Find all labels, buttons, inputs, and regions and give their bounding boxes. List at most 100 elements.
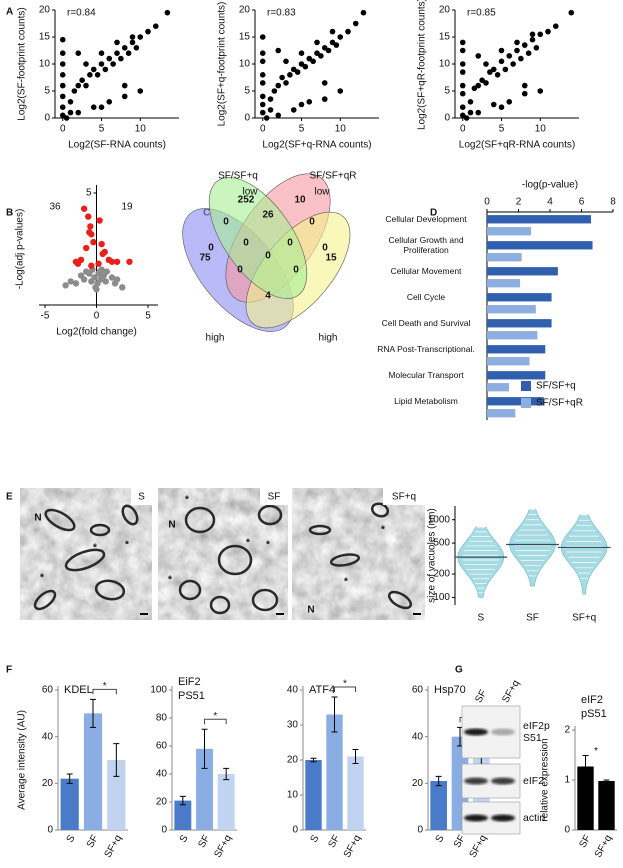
x-tick-label: 0 bbox=[60, 124, 66, 135]
point bbox=[475, 82, 482, 89]
point bbox=[287, 72, 293, 78]
point bbox=[59, 82, 66, 89]
x-tick-label: SF+q bbox=[593, 833, 615, 859]
y-tick-label: 60 bbox=[42, 685, 54, 696]
chart-title: EiF2 PS51 bbox=[178, 676, 205, 702]
significance-bracket bbox=[204, 718, 227, 725]
panel-label: D bbox=[430, 208, 437, 219]
organelle bbox=[33, 589, 57, 611]
x-tick-label: S bbox=[309, 833, 322, 845]
significance-label: * bbox=[213, 711, 217, 722]
region-count: 26 bbox=[262, 210, 274, 221]
x-tick-label: 0 bbox=[484, 197, 490, 208]
point bbox=[59, 61, 66, 67]
point bbox=[283, 58, 289, 65]
point bbox=[490, 101, 497, 108]
panel-label: B bbox=[6, 208, 13, 219]
point bbox=[467, 99, 474, 105]
y-tick-label: 10 bbox=[239, 59, 251, 70]
point bbox=[506, 99, 513, 105]
micrograph bbox=[20, 488, 152, 620]
point bbox=[483, 61, 489, 67]
x-tick-label: 5 bbox=[499, 124, 505, 135]
point bbox=[283, 80, 289, 86]
lane-label: SF+q bbox=[500, 678, 522, 704]
point bbox=[537, 31, 544, 38]
point bbox=[80, 276, 88, 283]
point bbox=[59, 50, 66, 56]
set-label: high bbox=[206, 333, 225, 344]
point bbox=[310, 58, 316, 65]
x-tick-label: 0 bbox=[460, 124, 466, 135]
set-label: low bbox=[314, 187, 330, 198]
region-count: 0 bbox=[309, 217, 315, 228]
x-tick-label: 5 bbox=[99, 124, 105, 135]
organelle bbox=[209, 595, 231, 615]
x-tick-label: SF+q bbox=[572, 613, 596, 624]
point bbox=[518, 55, 524, 62]
point bbox=[75, 109, 82, 116]
bar bbox=[598, 781, 615, 830]
micrograph-annotation: N bbox=[34, 513, 41, 524]
x-tick-label: SF+q bbox=[212, 833, 234, 859]
point bbox=[514, 47, 520, 54]
point bbox=[87, 72, 93, 78]
bar bbox=[326, 714, 343, 830]
point bbox=[459, 69, 466, 75]
point bbox=[521, 90, 528, 97]
organelle bbox=[257, 504, 283, 526]
y-tick-label: 15 bbox=[39, 32, 51, 43]
significance-bracket bbox=[334, 686, 356, 692]
category-label: Molecular Transport bbox=[388, 370, 464, 381]
region-count: 4 bbox=[265, 291, 271, 302]
y-tick-label: 5 bbox=[244, 86, 250, 97]
organelle bbox=[329, 553, 361, 567]
bar bbox=[487, 357, 530, 366]
y-tick-label: 15 bbox=[239, 32, 251, 43]
point bbox=[108, 274, 116, 281]
point bbox=[95, 260, 102, 267]
violin bbox=[509, 509, 556, 587]
micrograph-annotation: N bbox=[307, 605, 314, 616]
annotation: r=0.84 bbox=[67, 8, 96, 19]
point bbox=[475, 109, 482, 116]
point bbox=[96, 217, 103, 224]
bar bbox=[217, 774, 235, 830]
organelle bbox=[64, 548, 106, 572]
point bbox=[90, 238, 97, 246]
y-tick-label: 60 bbox=[412, 685, 424, 696]
micrograph bbox=[292, 488, 425, 620]
micrograph-annotation: * bbox=[40, 573, 44, 584]
point bbox=[502, 66, 509, 73]
point bbox=[545, 28, 551, 35]
point bbox=[275, 112, 282, 119]
point bbox=[459, 90, 466, 97]
y-tick-label: 5 bbox=[86, 188, 92, 199]
point bbox=[259, 109, 266, 116]
point bbox=[459, 47, 466, 54]
x-tick-label: SF bbox=[326, 833, 342, 850]
y-tick-label: 5 bbox=[44, 86, 50, 97]
point bbox=[67, 99, 74, 105]
point bbox=[71, 88, 78, 94]
point bbox=[267, 107, 274, 113]
point bbox=[552, 23, 559, 30]
blot-band bbox=[491, 814, 515, 822]
error-bar bbox=[113, 743, 120, 777]
bar bbox=[487, 383, 510, 392]
x-tick-label: SF bbox=[196, 833, 212, 850]
point bbox=[164, 9, 171, 16]
x-tick-label: 2 bbox=[516, 197, 522, 208]
category-label: Cell Death and Survival bbox=[381, 318, 471, 329]
point bbox=[314, 39, 320, 46]
point bbox=[345, 28, 351, 35]
panel-label: E bbox=[6, 492, 13, 503]
point bbox=[459, 39, 466, 46]
bar bbox=[430, 781, 447, 830]
point bbox=[529, 36, 536, 43]
significance-bracket bbox=[92, 688, 117, 695]
x-tick-label: S bbox=[65, 833, 78, 845]
y-tick-label: 20 bbox=[156, 797, 168, 808]
set-label: low bbox=[242, 187, 258, 198]
y-tick-label: 40 bbox=[42, 731, 54, 742]
